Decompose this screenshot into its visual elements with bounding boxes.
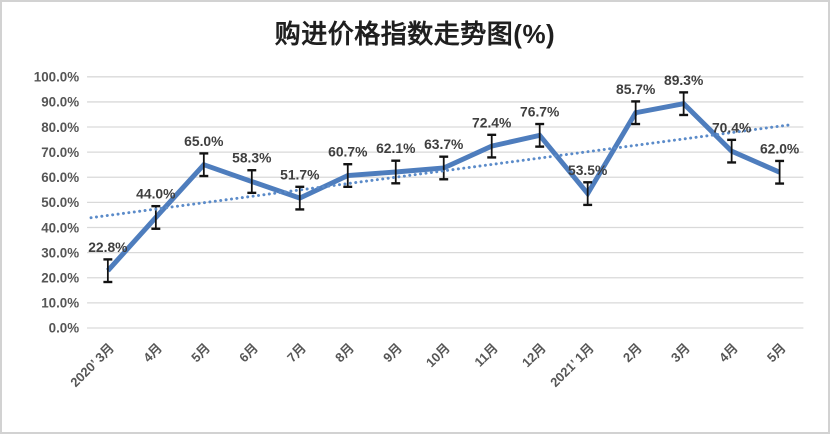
x-axis-category-label: 4月 — [716, 340, 741, 365]
x-axis-category-label: 11月 — [471, 340, 500, 369]
x-axis-category-label: 2月 — [620, 340, 645, 365]
data-label: 53.5% — [568, 162, 607, 178]
y-axis-tick-label: 20.0% — [41, 270, 79, 285]
error-bars — [103, 91, 785, 284]
x-axis-category-label: 9月 — [380, 340, 405, 365]
x-axis-category-label: 2021’ 1月 — [547, 340, 597, 390]
x-axis-category-label: 10月 — [423, 340, 453, 370]
x-axis-category-label: 4月 — [140, 340, 165, 365]
data-label: 65.0% — [184, 133, 223, 149]
y-axis-tick-label: 100.0% — [34, 70, 79, 85]
x-axis-category-label: 5月 — [764, 340, 789, 365]
y-axis-tick-label: 30.0% — [41, 245, 79, 260]
data-label: 89.3% — [664, 72, 703, 88]
chart-title: 购进价格指数走势图(%) — [274, 19, 556, 49]
x-axis-category-label: 7月 — [284, 340, 309, 365]
y-axis-tick-label: 50.0% — [41, 195, 79, 210]
y-axis-tick-label: 10.0% — [41, 296, 79, 311]
data-label: 22.8% — [88, 239, 127, 255]
y-axis-tick-label: 0.0% — [49, 321, 80, 336]
data-label: 58.3% — [232, 150, 271, 166]
y-axis-tick-label: 80.0% — [41, 120, 79, 135]
y-axis-tick-label: 70.0% — [41, 145, 79, 160]
x-axis-category-label: 3月 — [668, 340, 693, 365]
x-axis-category-label: 5月 — [188, 340, 213, 365]
data-label: 51.7% — [280, 166, 319, 182]
data-label: 44.0% — [136, 186, 175, 202]
x-axis-category-label: 2020’ 3月 — [67, 340, 117, 390]
data-label: 76.7% — [520, 104, 559, 120]
data-labels: 22.8% 44.0% 65.0% 58.3% 51.7% 60.7% 62.1% 63.7%… — [88, 72, 799, 255]
data-label: 85.7% — [616, 81, 655, 97]
y-axis-labels: 0.0% 10.0% 20.0% 30.0% 40.0% 50.0% 60.0% 70.0% 8… — [34, 70, 79, 336]
data-label: 62.1% — [376, 140, 415, 156]
x-axis-category-label: 12月 — [519, 340, 549, 370]
data-label: 70.4% — [712, 119, 751, 135]
data-label: 72.4% — [472, 114, 511, 130]
y-axis-tick-label: 90.0% — [41, 95, 79, 110]
y-axis-tick-label: 60.0% — [41, 170, 79, 185]
x-axis-category-label: 8月 — [332, 340, 357, 365]
series-line — [106, 101, 781, 273]
x-axis-category-label: 6月 — [236, 340, 261, 365]
data-label: 62.0% — [760, 140, 799, 156]
data-label: 60.7% — [328, 144, 367, 160]
y-axis-tick-label: 40.0% — [41, 220, 79, 235]
data-label: 63.7% — [424, 136, 463, 152]
